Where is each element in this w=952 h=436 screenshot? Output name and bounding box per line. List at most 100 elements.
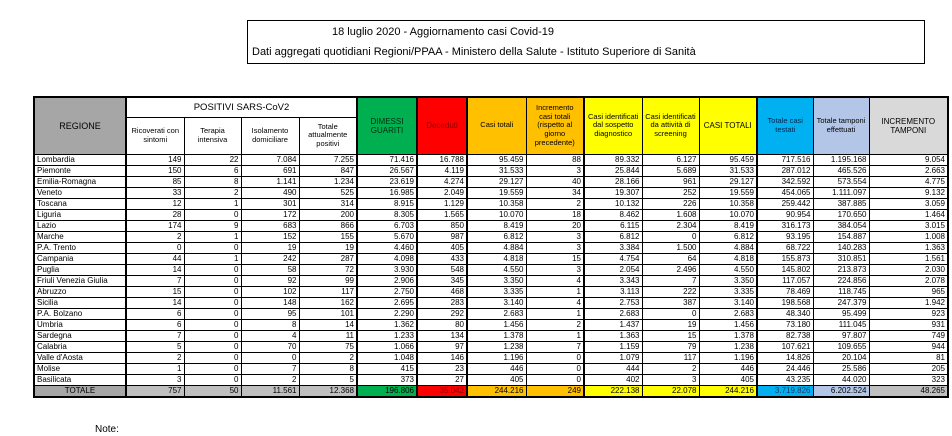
value-cell: 118.745 xyxy=(812,285,870,298)
value-cell: 1.111.097 xyxy=(812,186,870,199)
value-cell: 19.307 xyxy=(583,186,643,199)
value-cell: 1.378 xyxy=(466,329,527,342)
value-cell: 2 xyxy=(298,351,358,364)
value-cell: 405 xyxy=(466,373,527,386)
value-cell: 2.683 xyxy=(583,307,643,320)
value-cell: 43.235 xyxy=(756,373,814,386)
value-cell: 200 xyxy=(298,208,358,221)
value-cell: 1.141 xyxy=(240,175,300,188)
region-name: Marche xyxy=(33,230,127,243)
value-cell: 109.655 xyxy=(812,340,870,353)
value-cell: 1.129 xyxy=(416,197,468,210)
value-cell: 573.554 xyxy=(812,175,870,188)
value-cell: 1 xyxy=(125,362,185,375)
region-name: Liguria xyxy=(33,208,127,221)
positivi-sub-header: Isolamento domiciliare xyxy=(240,116,300,155)
value-cell: 6.703 xyxy=(356,219,418,232)
value-cell: 97 xyxy=(416,340,468,353)
value-cell: 2 xyxy=(183,186,242,199)
column-header: DIMESSI GUARITI xyxy=(356,96,418,155)
value-cell: 683 xyxy=(240,219,300,232)
value-cell: 3 xyxy=(125,373,185,386)
value-cell: 1.456 xyxy=(466,318,527,331)
value-cell: 1.048 xyxy=(356,351,418,364)
table-row: P.A. Trento 0 0 19 19 4.460 405 4.884 3 3.384 1.50… xyxy=(33,241,949,254)
value-cell: 162 xyxy=(298,296,358,309)
value-cell: 4.754 xyxy=(583,252,643,265)
region-name: Friuli Venezia Giulia xyxy=(33,274,127,287)
value-cell: 8.419 xyxy=(466,219,527,232)
total-value-cell: 35.042 xyxy=(416,384,468,398)
value-cell: 987 xyxy=(416,230,468,243)
value-cell: 749 xyxy=(868,329,949,342)
value-cell: 0 xyxy=(240,351,300,364)
value-cell: 226 xyxy=(641,197,700,210)
value-cell: 1.378 xyxy=(698,329,758,342)
value-cell: 23.619 xyxy=(356,175,418,188)
value-cell: 2.750 xyxy=(356,285,418,298)
value-cell: 387 xyxy=(641,296,700,309)
value-cell: 2.906 xyxy=(356,274,418,287)
value-cell: 405 xyxy=(698,373,758,386)
value-cell: 287.012 xyxy=(756,164,814,177)
value-cell: 174 xyxy=(125,219,185,232)
value-cell: 548 xyxy=(416,263,468,276)
value-cell: 101 xyxy=(298,307,358,320)
value-cell: 0 xyxy=(525,362,585,375)
region-name: Puglia xyxy=(33,263,127,276)
value-cell: 2.304 xyxy=(641,219,700,232)
note-label: Note: xyxy=(95,424,119,435)
table-row: Veneto 33 2 490 525 16.985 2.049 19.559 34 19.307… xyxy=(33,186,949,199)
column-header: CASI TOTALI xyxy=(698,96,758,155)
value-cell: 923 xyxy=(868,307,949,320)
value-cell: 3 xyxy=(525,230,585,243)
value-cell: 7 xyxy=(240,362,300,375)
value-cell: 2.054 xyxy=(583,263,643,276)
report-title-box: 18 luglio 2020 - Aggiornamento casi Covi… xyxy=(247,20,925,64)
value-cell: 0 xyxy=(183,274,242,287)
value-cell: 15 xyxy=(525,252,585,265)
value-cell: 8 xyxy=(298,362,358,375)
value-cell: 0 xyxy=(183,285,242,298)
value-cell: 5 xyxy=(125,340,185,353)
column-header: Totale tamponi effettuati xyxy=(812,96,870,155)
value-cell: 6 xyxy=(125,318,185,331)
value-cell: 8.462 xyxy=(583,208,643,221)
value-cell: 0 xyxy=(183,307,242,320)
value-cell: 247.379 xyxy=(812,296,870,309)
value-cell: 0 xyxy=(183,318,242,331)
value-cell: 150 xyxy=(125,164,185,177)
value-cell: 58 xyxy=(240,263,300,276)
value-cell: 2 xyxy=(525,318,585,331)
value-cell: 283 xyxy=(416,296,468,309)
table-row: Liguria 28 0 172 200 8.305 1.565 10.070 18 8.462 1… xyxy=(33,208,949,221)
table-row: Piemonte 150 6 691 847 26.567 4.119 31.533 3 25.8… xyxy=(33,164,949,177)
value-cell: 3 xyxy=(641,373,700,386)
value-cell: 1.456 xyxy=(698,318,758,331)
table-row: Campania 44 1 242 287 4.098 433 4.818 15 4.754 64 4… xyxy=(33,252,949,265)
table-row: Sicilia 14 0 148 162 2.695 283 3.140 4 2.753 387 3.… xyxy=(33,296,949,309)
value-cell: 7 xyxy=(125,329,185,342)
value-cell: 148 xyxy=(240,296,300,309)
value-cell: 0 xyxy=(125,241,185,254)
value-cell: 34 xyxy=(525,186,585,199)
value-cell: 0 xyxy=(183,241,242,254)
value-cell: 1.196 xyxy=(698,351,758,364)
value-cell: 3.335 xyxy=(698,285,758,298)
table-header: REGIONE POSITIVI SARS-CoV2 DIMESSI GUARITI… xyxy=(33,96,949,155)
value-cell: 3 xyxy=(525,241,585,254)
table-row: Marche 2 1 152 155 5.670 987 6.812 3 6.812 0 6.812 9… xyxy=(33,230,949,243)
value-cell: 7 xyxy=(525,340,585,353)
value-cell: 97.807 xyxy=(812,329,870,342)
value-cell: 1.233 xyxy=(356,329,418,342)
value-cell: 152 xyxy=(240,230,300,243)
value-cell: 446 xyxy=(698,362,758,375)
value-cell: 4.550 xyxy=(466,263,527,276)
value-cell: 2 xyxy=(125,230,185,243)
value-cell: 287 xyxy=(298,252,358,265)
value-cell: 8.419 xyxy=(698,219,758,232)
total-value-cell: 249 xyxy=(525,384,585,398)
value-cell: 1.195.168 xyxy=(812,153,870,166)
region-name: Molise xyxy=(33,362,127,375)
table-row: Friuli Venezia Giulia 7 0 92 99 2.906 345 3.350… xyxy=(33,274,949,287)
